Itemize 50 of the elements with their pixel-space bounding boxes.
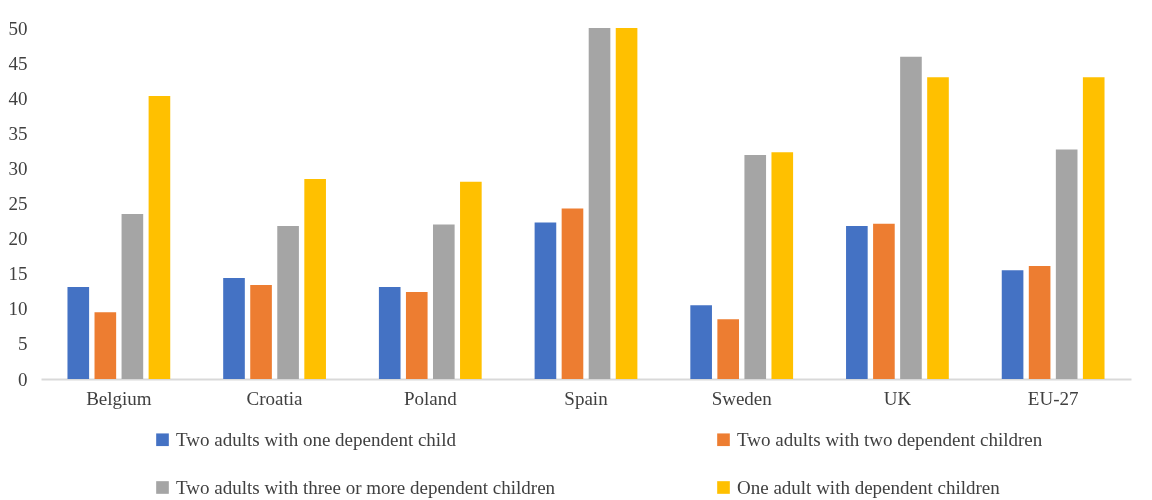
y-tick-label: 0 <box>18 368 28 390</box>
bar <box>588 28 611 379</box>
bar <box>771 152 794 379</box>
y-tick-label: 40 <box>8 87 28 109</box>
bar <box>615 28 638 379</box>
bar <box>67 287 90 379</box>
bar <box>690 305 712 379</box>
bar <box>223 277 245 379</box>
bar <box>561 208 584 379</box>
x-tick-label: Croatia <box>246 387 304 409</box>
y-tick-label: 35 <box>8 122 28 144</box>
y-tick-label: 10 <box>8 298 28 320</box>
y-tick-label: 20 <box>8 228 28 250</box>
bar <box>460 181 482 379</box>
x-tick-label: EU-27 <box>1027 387 1079 409</box>
bar <box>873 223 895 379</box>
y-tick-label: 45 <box>8 52 28 74</box>
bar <box>121 214 144 379</box>
bar <box>405 291 428 379</box>
bar <box>277 225 299 379</box>
y-tick-label: 50 <box>8 17 28 39</box>
x-tick-label: Poland <box>403 387 458 409</box>
bar <box>148 96 171 379</box>
x-tick-label: UK <box>883 387 912 409</box>
bar <box>432 224 455 379</box>
x-tick-label: Spain <box>564 387 609 409</box>
x-tick-label: Sweden <box>711 387 773 409</box>
y-tick-label: 5 <box>18 333 28 355</box>
legend-label: Two adults with two dependent children <box>737 428 1043 450</box>
bar <box>94 312 117 379</box>
legend-label: Two adults with one dependent child <box>176 428 457 450</box>
bar <box>1001 270 1024 379</box>
bar <box>744 155 767 379</box>
bar <box>900 56 922 379</box>
bar <box>1082 77 1105 379</box>
y-tick-label: 25 <box>8 193 28 214</box>
y-tick-label: 15 <box>8 263 28 285</box>
bar <box>250 284 272 379</box>
y-tick-label: 30 <box>8 157 28 179</box>
bar <box>304 178 326 379</box>
bar <box>378 287 401 379</box>
legend-label: Two adults with three or more dependent children <box>176 476 556 498</box>
bar <box>534 222 557 379</box>
bar <box>846 225 868 379</box>
legend-label: One adult with dependent children <box>737 476 1001 498</box>
bar <box>717 319 740 379</box>
bar <box>927 77 949 379</box>
x-tick-label: Belgium <box>86 387 152 409</box>
bar <box>1055 149 1078 379</box>
bar <box>1028 265 1051 379</box>
